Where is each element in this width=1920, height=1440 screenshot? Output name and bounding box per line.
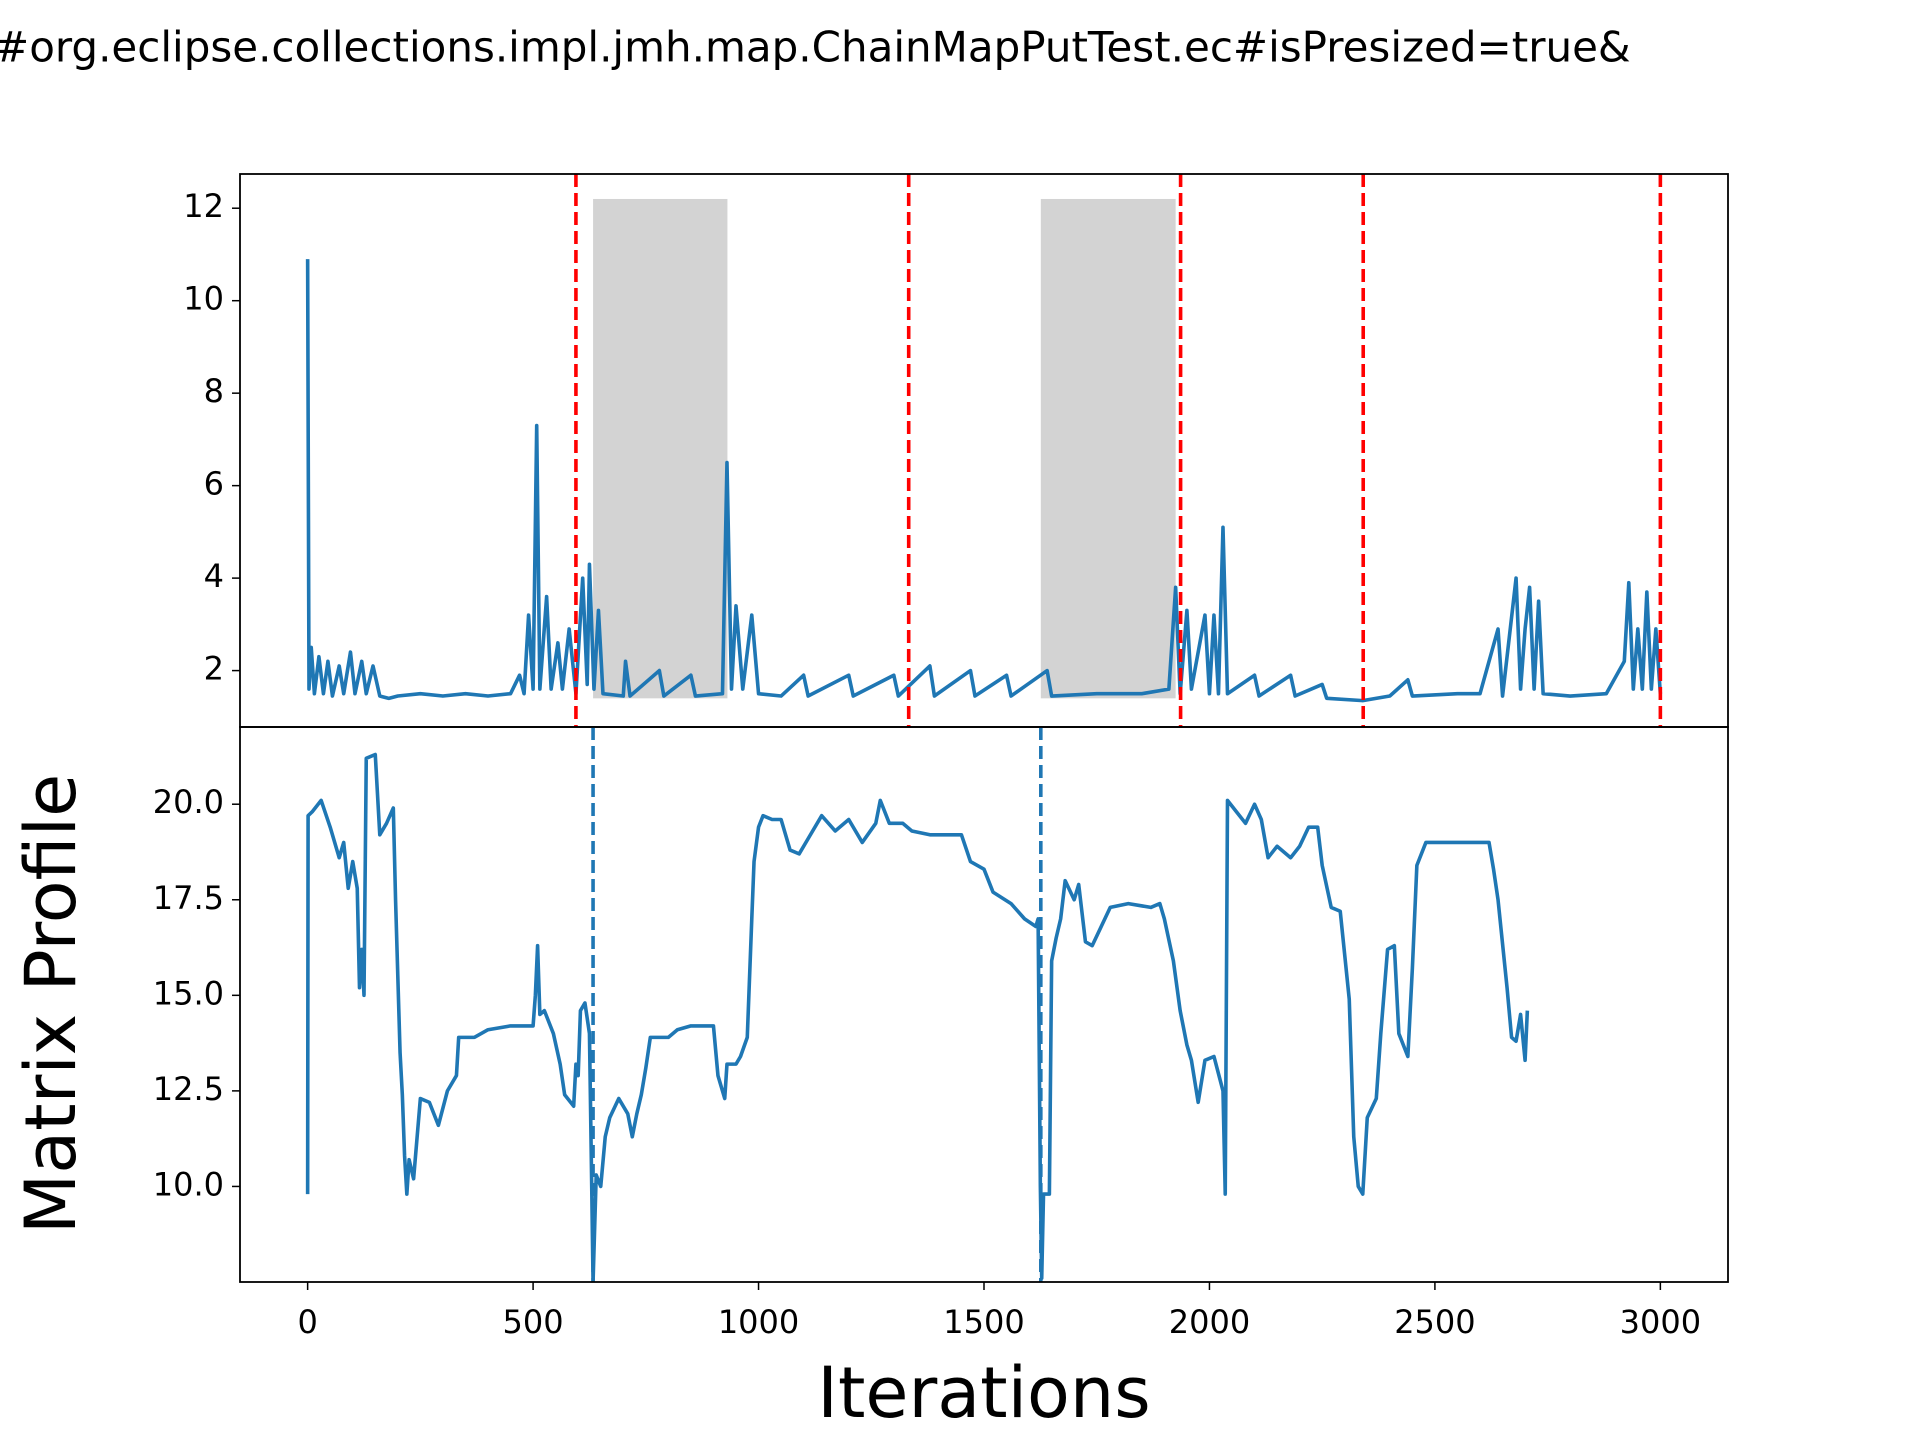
y-axis-label: Matrix Profile	[10, 774, 92, 1234]
y-tick-label: 6	[204, 465, 224, 503]
data-line	[305, 752, 1530, 1282]
y-tick-label: 10.0	[153, 1165, 224, 1203]
data-line	[305, 259, 1663, 703]
y-tick-label: 10	[183, 280, 224, 318]
figure-title: #org.eclipse.collections.impl.jmh.map.Ch…	[0, 23, 1631, 72]
plot-area	[305, 727, 1530, 1282]
x-tick-label: 2500	[1394, 1303, 1475, 1341]
x-tick-label: 0	[297, 1303, 317, 1341]
y-tick-label: 2	[204, 650, 224, 688]
y-tick-label: 4	[204, 557, 224, 595]
y-tick-label: 12.5	[153, 1070, 224, 1108]
x-tick-label: 1500	[943, 1303, 1024, 1341]
y-tick-label: 20.0	[153, 783, 224, 821]
x-tick-label: 2000	[1169, 1303, 1250, 1341]
y-tick-label: 17.5	[153, 879, 224, 917]
x-tick-label: 1000	[718, 1303, 799, 1341]
axes-frame	[239, 173, 1729, 728]
plot-area	[305, 174, 1663, 727]
y-tick-label: 15.0	[153, 974, 224, 1012]
shaded-span	[593, 198, 728, 699]
y-tick-label: 8	[204, 372, 224, 410]
axes-frame	[239, 726, 1729, 1283]
x-axis-label: Iterations	[817, 1352, 1150, 1434]
y-tick-label: 12	[183, 187, 224, 225]
x-tick-label: 500	[503, 1303, 564, 1341]
x-tick-label: 3000	[1620, 1303, 1701, 1341]
shaded-span	[1040, 198, 1176, 699]
